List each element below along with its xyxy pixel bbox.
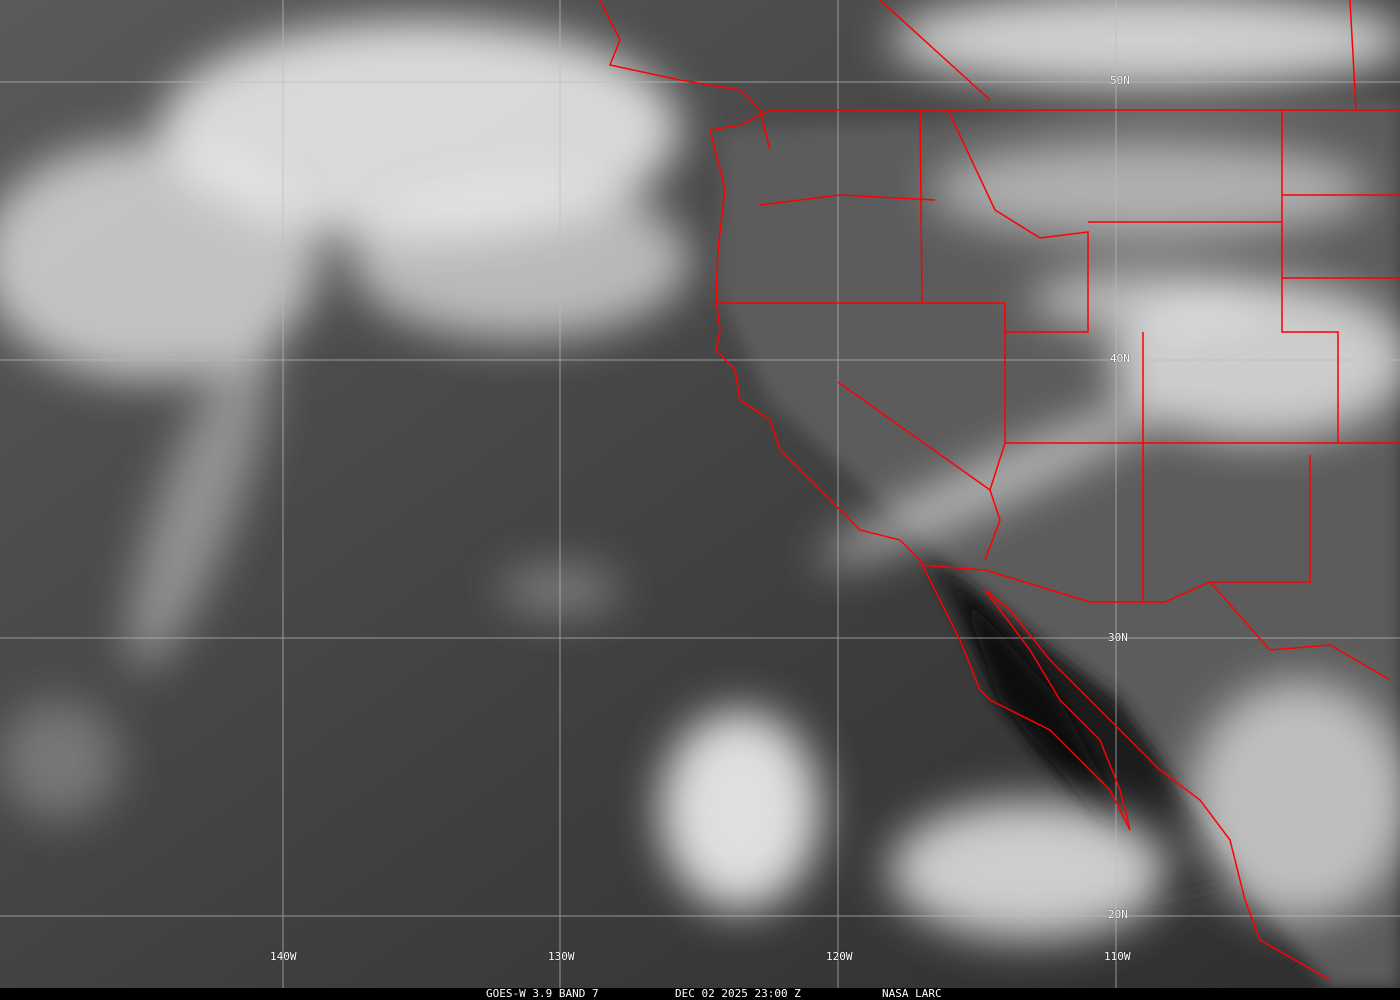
- lat-label-50n: 50N: [1110, 74, 1130, 87]
- lon-label-130w: 130W: [548, 950, 575, 963]
- caption-source: NASA LARC: [882, 987, 942, 1000]
- border-wa-or: [759, 194, 936, 206]
- caption-bar: GOES-W 3.9 BAND 7 DEC 02 2025 23:00 Z NA…: [0, 988, 1400, 1000]
- political-borders: [599, 0, 1400, 981]
- caption-satellite: GOES-W 3.9 BAND 7: [486, 987, 599, 1000]
- lat-label-20n: 20N: [1108, 908, 1128, 921]
- coastline: [709, 109, 1331, 981]
- lon-label-120w: 120W: [826, 950, 853, 963]
- caption-datetime: DEC 02 2025 23:00 Z: [675, 987, 801, 1000]
- border-ca-az: [984, 489, 1001, 561]
- lat-label-30n: 30N: [1108, 631, 1128, 644]
- border-nv-ca: [837, 303, 1006, 492]
- lon-label-140w: 140W: [270, 950, 297, 963]
- lon-label-110w: 110W: [1104, 950, 1131, 963]
- border-nm: [919, 455, 1391, 681]
- lat-label-40n: 40N: [1110, 352, 1130, 365]
- border-canada-prov: [879, 0, 1357, 111]
- coastline-canada: [599, 0, 771, 151]
- cloud-layer: [0, 0, 1400, 940]
- border-az-ut: [1005, 110, 1400, 602]
